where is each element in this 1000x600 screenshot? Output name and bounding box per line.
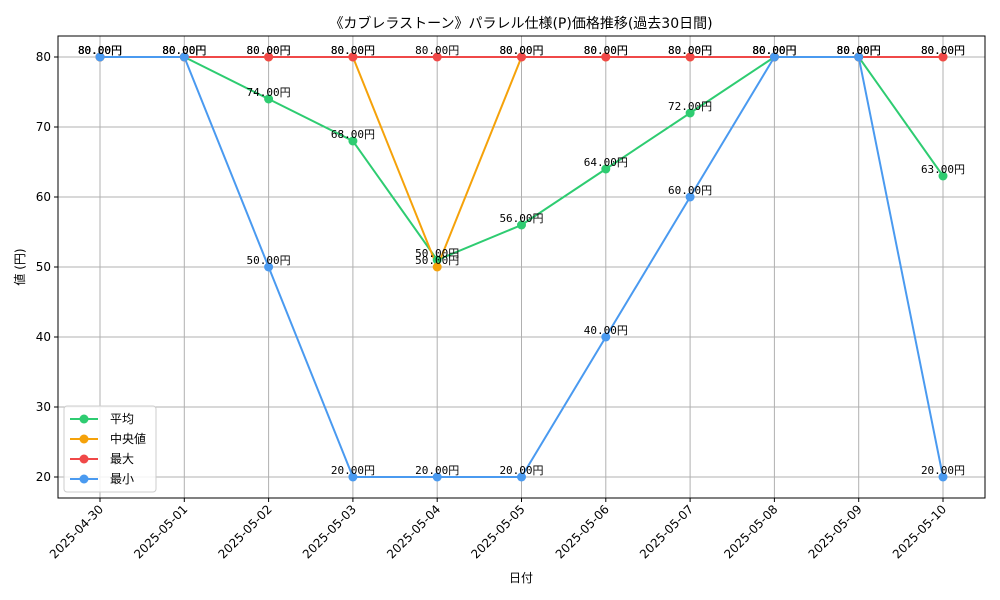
data-label: 56.00円 [499, 212, 543, 225]
data-point [264, 262, 274, 272]
legend-label: 最小 [110, 472, 134, 486]
data-point [517, 472, 526, 482]
data-point [601, 164, 611, 174]
data-label: 50.00円 [415, 247, 459, 260]
data-label: 80.00円 [837, 44, 881, 57]
legend-box [63, 405, 157, 493]
data-label: 80.00円 [247, 44, 291, 57]
data-point [264, 52, 274, 62]
data-point [685, 52, 695, 62]
legend-marker [79, 434, 89, 444]
data-point [601, 52, 611, 62]
data-label: 60.00円 [668, 184, 712, 197]
y-tick-label: 20 [36, 470, 51, 484]
legend-marker [79, 454, 89, 464]
data-label: 40.00円 [584, 324, 628, 337]
y-tick-label: 80 [36, 50, 51, 64]
y-tick-label: 50 [36, 260, 51, 274]
legend-label: 最大 [110, 452, 134, 466]
data-label: 80.00円 [584, 44, 628, 57]
data-label: 80.00円 [162, 44, 206, 57]
data-point [601, 332, 611, 342]
data-label: 63.00円 [921, 163, 965, 176]
data-label: 50.00円 [247, 254, 291, 267]
data-point [348, 136, 358, 146]
data-label: 80.00円 [331, 44, 375, 57]
data-label: 80.00円 [837, 44, 881, 57]
data-label: 80.00円 [247, 44, 291, 57]
data-label: 80.00円 [752, 44, 796, 57]
data-point [179, 52, 189, 62]
data-label: 80.00円 [837, 44, 881, 57]
data-label: 80.00円 [668, 44, 712, 57]
x-axis-title: 日付 [509, 571, 533, 585]
data-label: 80.00円 [78, 44, 122, 57]
data-label: 80.00円 [752, 44, 796, 57]
legend-marker [79, 474, 89, 484]
data-point [854, 52, 864, 62]
y-tick-label: 60 [36, 190, 51, 204]
data-label: 80.00円 [499, 44, 543, 57]
data-point [517, 52, 526, 62]
data-label: 74.00円 [247, 86, 291, 99]
data-point [264, 94, 274, 104]
data-label: 20.00円 [499, 464, 543, 477]
y-tick-label: 30 [36, 400, 51, 414]
data-label: 72.00円 [668, 100, 712, 113]
data-label: 80.00円 [584, 44, 628, 57]
data-point [685, 108, 695, 118]
data-label: 80.00円 [162, 44, 206, 57]
data-label: 80.00円 [752, 44, 796, 57]
legend-marker [79, 414, 89, 424]
series-markers [95, 52, 948, 482]
data-point [432, 262, 442, 272]
data-label: 80.00円 [668, 44, 712, 57]
data-point [432, 52, 442, 62]
data-point [95, 52, 105, 62]
data-label: 80.00円 [78, 44, 122, 57]
data-point [432, 472, 442, 482]
data-label: 80.00円 [331, 44, 375, 57]
y-tick-label: 40 [36, 330, 51, 344]
data-point [348, 52, 358, 62]
data-label: 80.00円 [78, 44, 122, 57]
data-labels: 80.00円 80.00円 74.00円 68.00円 50.00円 56.00円 64.0… [78, 44, 965, 477]
data-label: 20.00円 [331, 464, 375, 477]
data-label: 80.00円 [78, 44, 122, 57]
y-axis-title: 値 (円) [12, 248, 27, 285]
data-label: 80.00円 [921, 44, 965, 57]
data-point [348, 472, 358, 482]
data-label: 80.00円 [921, 44, 965, 57]
data-label: 20.00円 [921, 464, 965, 477]
data-label: 50.00円 [415, 254, 459, 267]
data-point [938, 472, 948, 482]
data-label: 80.00円 [162, 44, 206, 57]
data-point [938, 171, 948, 181]
legend-label: 平均 [110, 412, 134, 426]
data-point [517, 220, 526, 230]
data-point [685, 192, 695, 202]
data-point [432, 255, 442, 265]
data-label: 80.00円 [162, 44, 206, 57]
data-label: 64.00円 [584, 156, 628, 169]
data-point [938, 52, 948, 62]
data-label: 20.00円 [415, 464, 459, 477]
data-label: 68.00円 [331, 128, 375, 141]
chart-title: 《カブレラストーン》パラレル仕様(P)価格推移(過去30日間) [329, 15, 712, 32]
legend-label: 中央値 [110, 431, 146, 446]
data-label: 80.00円 [752, 44, 796, 57]
data-label: 80.00円 [415, 44, 459, 57]
data-label: 80.00円 [837, 44, 881, 57]
y-tick-label: 70 [36, 120, 51, 134]
data-point [769, 52, 779, 62]
data-label: 80.00円 [499, 44, 543, 57]
